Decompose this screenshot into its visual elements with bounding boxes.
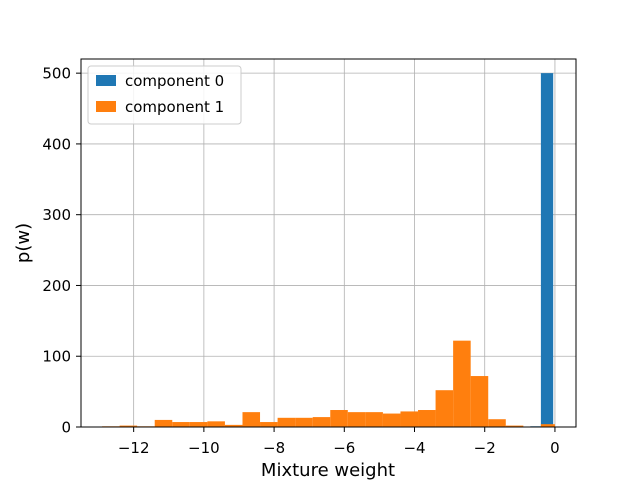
histogram-bar [365,412,383,427]
legend-box [87,65,242,125]
y-tick-label: 100 [42,348,71,366]
x-tick-label: −2 [474,439,496,457]
histogram-bar [242,412,261,427]
y-axis: 0 100 200 300 400 500 [42,65,81,437]
histogram-bar [260,422,278,427]
histogram-bar [435,390,454,427]
plot-frame [80,58,577,428]
x-tick-label: −12 [118,439,150,457]
legend-entry-label: component 1 [125,98,224,116]
histogram-bar [505,425,524,427]
x-tick-label: −8 [263,439,285,457]
histogram-bar [295,417,313,427]
x-axis-label: Mixture weight [261,460,395,480]
histogram-bar [540,424,555,427]
histogram-bar [418,410,436,427]
x-tick-label: −4 [403,439,425,457]
histogram-bar [540,73,554,428]
y-tick-label: 300 [42,206,71,224]
histogram-bar [347,412,366,427]
y-tick-label: 500 [42,65,71,83]
histogram-bar [312,417,331,427]
legend: component 0 component 1 [87,65,242,125]
histogram-bar [172,422,190,427]
x-tick-label: 0 [550,439,560,457]
x-tick-label: −10 [188,439,220,457]
histogram-bar [488,419,506,427]
y-axis-label: p(w) [13,223,34,263]
x-tick-label: −6 [333,439,355,457]
series-1-bars [102,340,555,427]
y-tick-label: 400 [42,135,71,153]
histogram-bar [207,421,225,427]
histogram-bar [154,419,173,427]
histogram-bar [189,422,208,427]
histogram-bar [382,413,401,427]
y-tick-label: 200 [42,277,71,295]
histogram-bar [119,425,138,427]
histogram-bars [102,73,555,428]
histogram-bar [277,417,296,427]
histogram-bar [330,410,348,427]
legend-swatch [96,101,116,112]
histogram-bar [470,376,489,427]
histogram-bar [400,411,419,427]
y-tick-label: 0 [61,419,71,437]
histogram-bar [224,424,243,427]
x-axis: −12 −10 −8 −6 −4 −2 0 [118,427,560,457]
legend-entry-label: component 0 [125,72,224,90]
legend-swatch [96,75,116,86]
histogram-bar [453,340,471,427]
